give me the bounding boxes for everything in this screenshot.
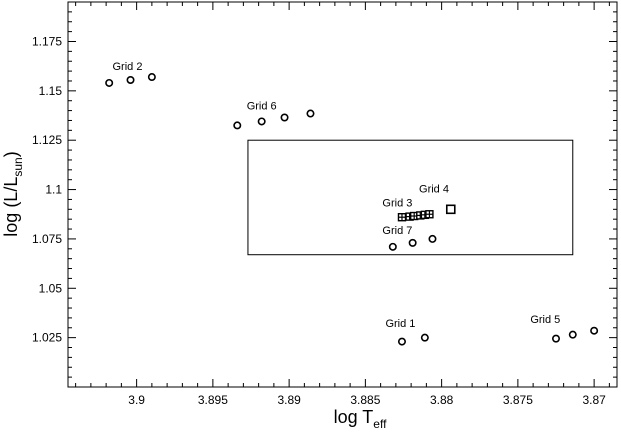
data-marks — [105, 73, 599, 346]
x-axis-title-sub: eff — [373, 417, 387, 431]
group-label: Grid 6 — [247, 101, 277, 113]
plot-frame — [67, 1, 618, 388]
data-point-square — [445, 204, 456, 215]
data-point-circle — [105, 78, 114, 87]
selection-box-layer — [247, 139, 574, 256]
y-axis-title-sub: sun — [11, 157, 25, 176]
x-tick-label: 3.875 — [503, 393, 533, 407]
data-point-plus-square — [425, 210, 434, 219]
x-axis-title: log Teff — [334, 407, 387, 431]
data-point-circle — [147, 73, 156, 82]
group-label: Grid 1 — [385, 318, 415, 330]
x-tick-label: 3.9 — [128, 393, 145, 407]
group-label: Grid 2 — [112, 61, 142, 73]
data-point-circle — [388, 242, 397, 251]
x-tick-label: 3.885 — [350, 393, 380, 407]
y-tick-label: 1.025 — [32, 331, 62, 345]
data-point-circle — [420, 333, 429, 342]
data-point-plus-square — [397, 213, 407, 222]
data-point-circle — [126, 75, 135, 84]
group-label: Grid 3 — [382, 197, 412, 209]
x-axis-title-main: log T — [334, 407, 374, 427]
data-point-circle — [397, 337, 406, 346]
y-tick-label: 1.15 — [39, 84, 63, 98]
x-tick-label: 3.89 — [277, 393, 301, 407]
y-tick-label: 1.1 — [45, 183, 62, 197]
region-box — [247, 139, 574, 256]
y-tick-label: 1.175 — [32, 34, 62, 48]
data-point-circle — [551, 334, 560, 343]
data-point-circle — [428, 234, 437, 243]
data-point-circle — [233, 121, 242, 130]
y-axis-title-end: ) — [1, 151, 21, 157]
y-tick-label: 1.125 — [32, 133, 62, 147]
data-point-circle — [408, 238, 417, 247]
y-tick-label: 1.05 — [39, 281, 63, 295]
y-axis-title-main: log (L/L — [1, 177, 21, 237]
group-label: Grid 4 — [419, 184, 449, 196]
group-labels: Grid 2 Grid 6 Grid 4 Grid 3 Grid 7 Grid 1 Grid… — [112, 61, 560, 330]
data-point-circle — [306, 109, 315, 118]
group-label: Grid 5 — [530, 314, 560, 326]
x-tick-label: 3.87 — [582, 393, 606, 407]
data-point-circle — [590, 326, 599, 335]
x-tick-label: 3.88 — [430, 393, 454, 407]
data-point-circle — [257, 117, 266, 126]
data-point-circle — [280, 113, 289, 122]
group-label: Grid 7 — [382, 225, 412, 237]
y-tick-label: 1.075 — [32, 232, 62, 246]
y-axis-title: log (L/Lsun) — [1, 151, 25, 236]
axis-ticks: 3.9 3.895 3.89 3.885 3.88 3.875 3.87 1.025 1.05 1… — [32, 1, 617, 407]
x-tick-label: 3.895 — [198, 393, 228, 407]
data-point-circle — [568, 330, 577, 339]
